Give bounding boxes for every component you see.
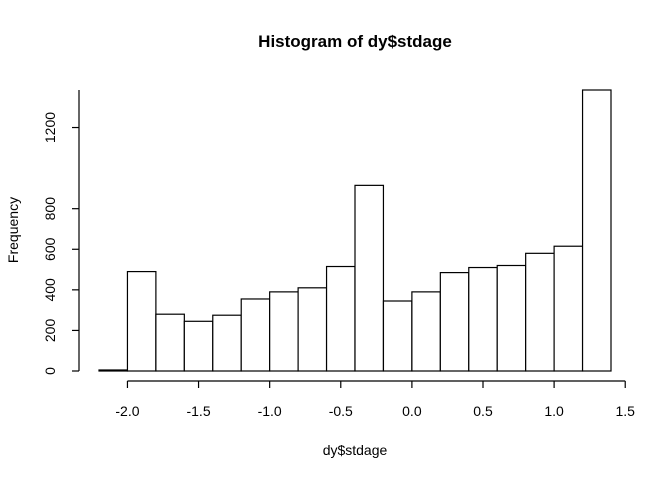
histogram-bar — [411, 291, 441, 372]
histogram-bar — [126, 270, 157, 372]
x-tick-label: 1.5 — [615, 403, 635, 419]
histogram-bar — [525, 252, 555, 372]
y-tick-label: 1200 — [42, 112, 58, 143]
x-axis: -2.0 -1.5 -1.0 -0.5 0.0 0.5 1.0 1.5 — [115, 380, 635, 419]
histogram-bar — [468, 266, 498, 372]
y-tick-label: 400 — [42, 278, 58, 302]
histogram-bar — [553, 245, 584, 372]
y-axis: 0 200 400 600 800 1200 — [42, 90, 80, 375]
x-tick-label: -1.0 — [258, 403, 282, 419]
x-tick-label: 0.5 — [473, 403, 493, 419]
x-tick-label: -2.0 — [115, 403, 139, 419]
x-tick-label: -1.5 — [186, 403, 210, 419]
histogram-bar — [354, 184, 385, 372]
histogram-bar — [382, 300, 413, 372]
bars — [98, 89, 612, 372]
chart-title: Histogram of dy$stdage — [258, 32, 452, 51]
y-tick-label: 600 — [42, 237, 58, 261]
x-tick-label: 1.0 — [544, 403, 564, 419]
histogram-bar — [155, 313, 185, 372]
y-axis-label: Frequency — [5, 197, 21, 263]
x-tick-label: 0.0 — [402, 403, 422, 419]
x-axis-label: dy$stdage — [323, 442, 388, 458]
histogram-bar — [439, 271, 470, 372]
histogram-bar — [325, 265, 356, 372]
histogram-bar — [496, 264, 527, 372]
y-tick-label: 800 — [42, 197, 58, 221]
histogram-bar — [98, 369, 129, 372]
histogram-bar — [297, 287, 328, 372]
histogram-bar — [183, 320, 214, 372]
histogram-bar — [212, 314, 242, 372]
histogram-bar — [240, 298, 271, 372]
y-tick-label: 0 — [42, 367, 58, 375]
histogram-bar — [269, 291, 299, 372]
y-tick-label: 200 — [42, 319, 58, 343]
histogram-bar — [581, 89, 612, 372]
x-tick-label: -0.5 — [329, 403, 353, 419]
